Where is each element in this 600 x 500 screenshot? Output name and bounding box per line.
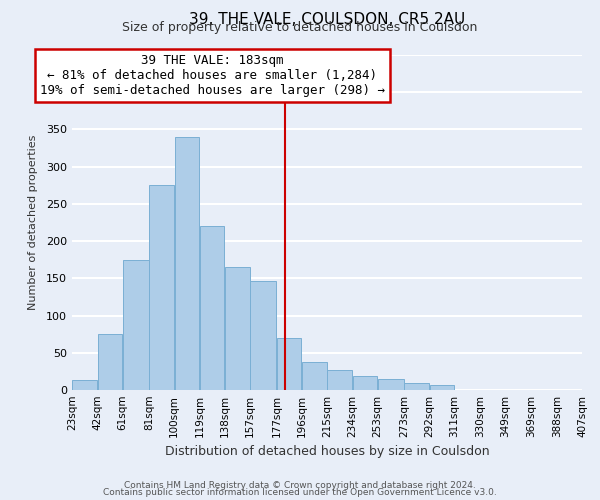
Bar — [149, 186, 174, 390]
Bar — [277, 338, 301, 390]
Text: Contains HM Land Registry data © Crown copyright and database right 2024.: Contains HM Land Registry data © Crown c… — [124, 480, 476, 490]
Bar — [430, 385, 454, 390]
Text: Contains public sector information licensed under the Open Government Licence v3: Contains public sector information licen… — [103, 488, 497, 497]
Bar — [200, 226, 224, 390]
Bar — [404, 382, 429, 390]
Title: 39, THE VALE, COULSDON, CR5 2AU: 39, THE VALE, COULSDON, CR5 2AU — [189, 12, 465, 28]
Bar — [73, 380, 97, 390]
Bar — [250, 280, 276, 390]
Bar — [123, 260, 149, 390]
Text: 39 THE VALE: 183sqm
← 81% of detached houses are smaller (1,284)
19% of semi-det: 39 THE VALE: 183sqm ← 81% of detached ho… — [40, 54, 385, 96]
Bar — [328, 370, 352, 390]
Text: Size of property relative to detached houses in Coulsdon: Size of property relative to detached ho… — [122, 21, 478, 34]
Y-axis label: Number of detached properties: Number of detached properties — [28, 135, 38, 310]
Bar — [302, 362, 326, 390]
X-axis label: Distribution of detached houses by size in Coulsdon: Distribution of detached houses by size … — [164, 446, 490, 458]
Bar — [98, 334, 122, 390]
Bar — [175, 137, 199, 390]
Bar — [353, 376, 377, 390]
Bar — [378, 379, 404, 390]
Bar — [225, 267, 250, 390]
